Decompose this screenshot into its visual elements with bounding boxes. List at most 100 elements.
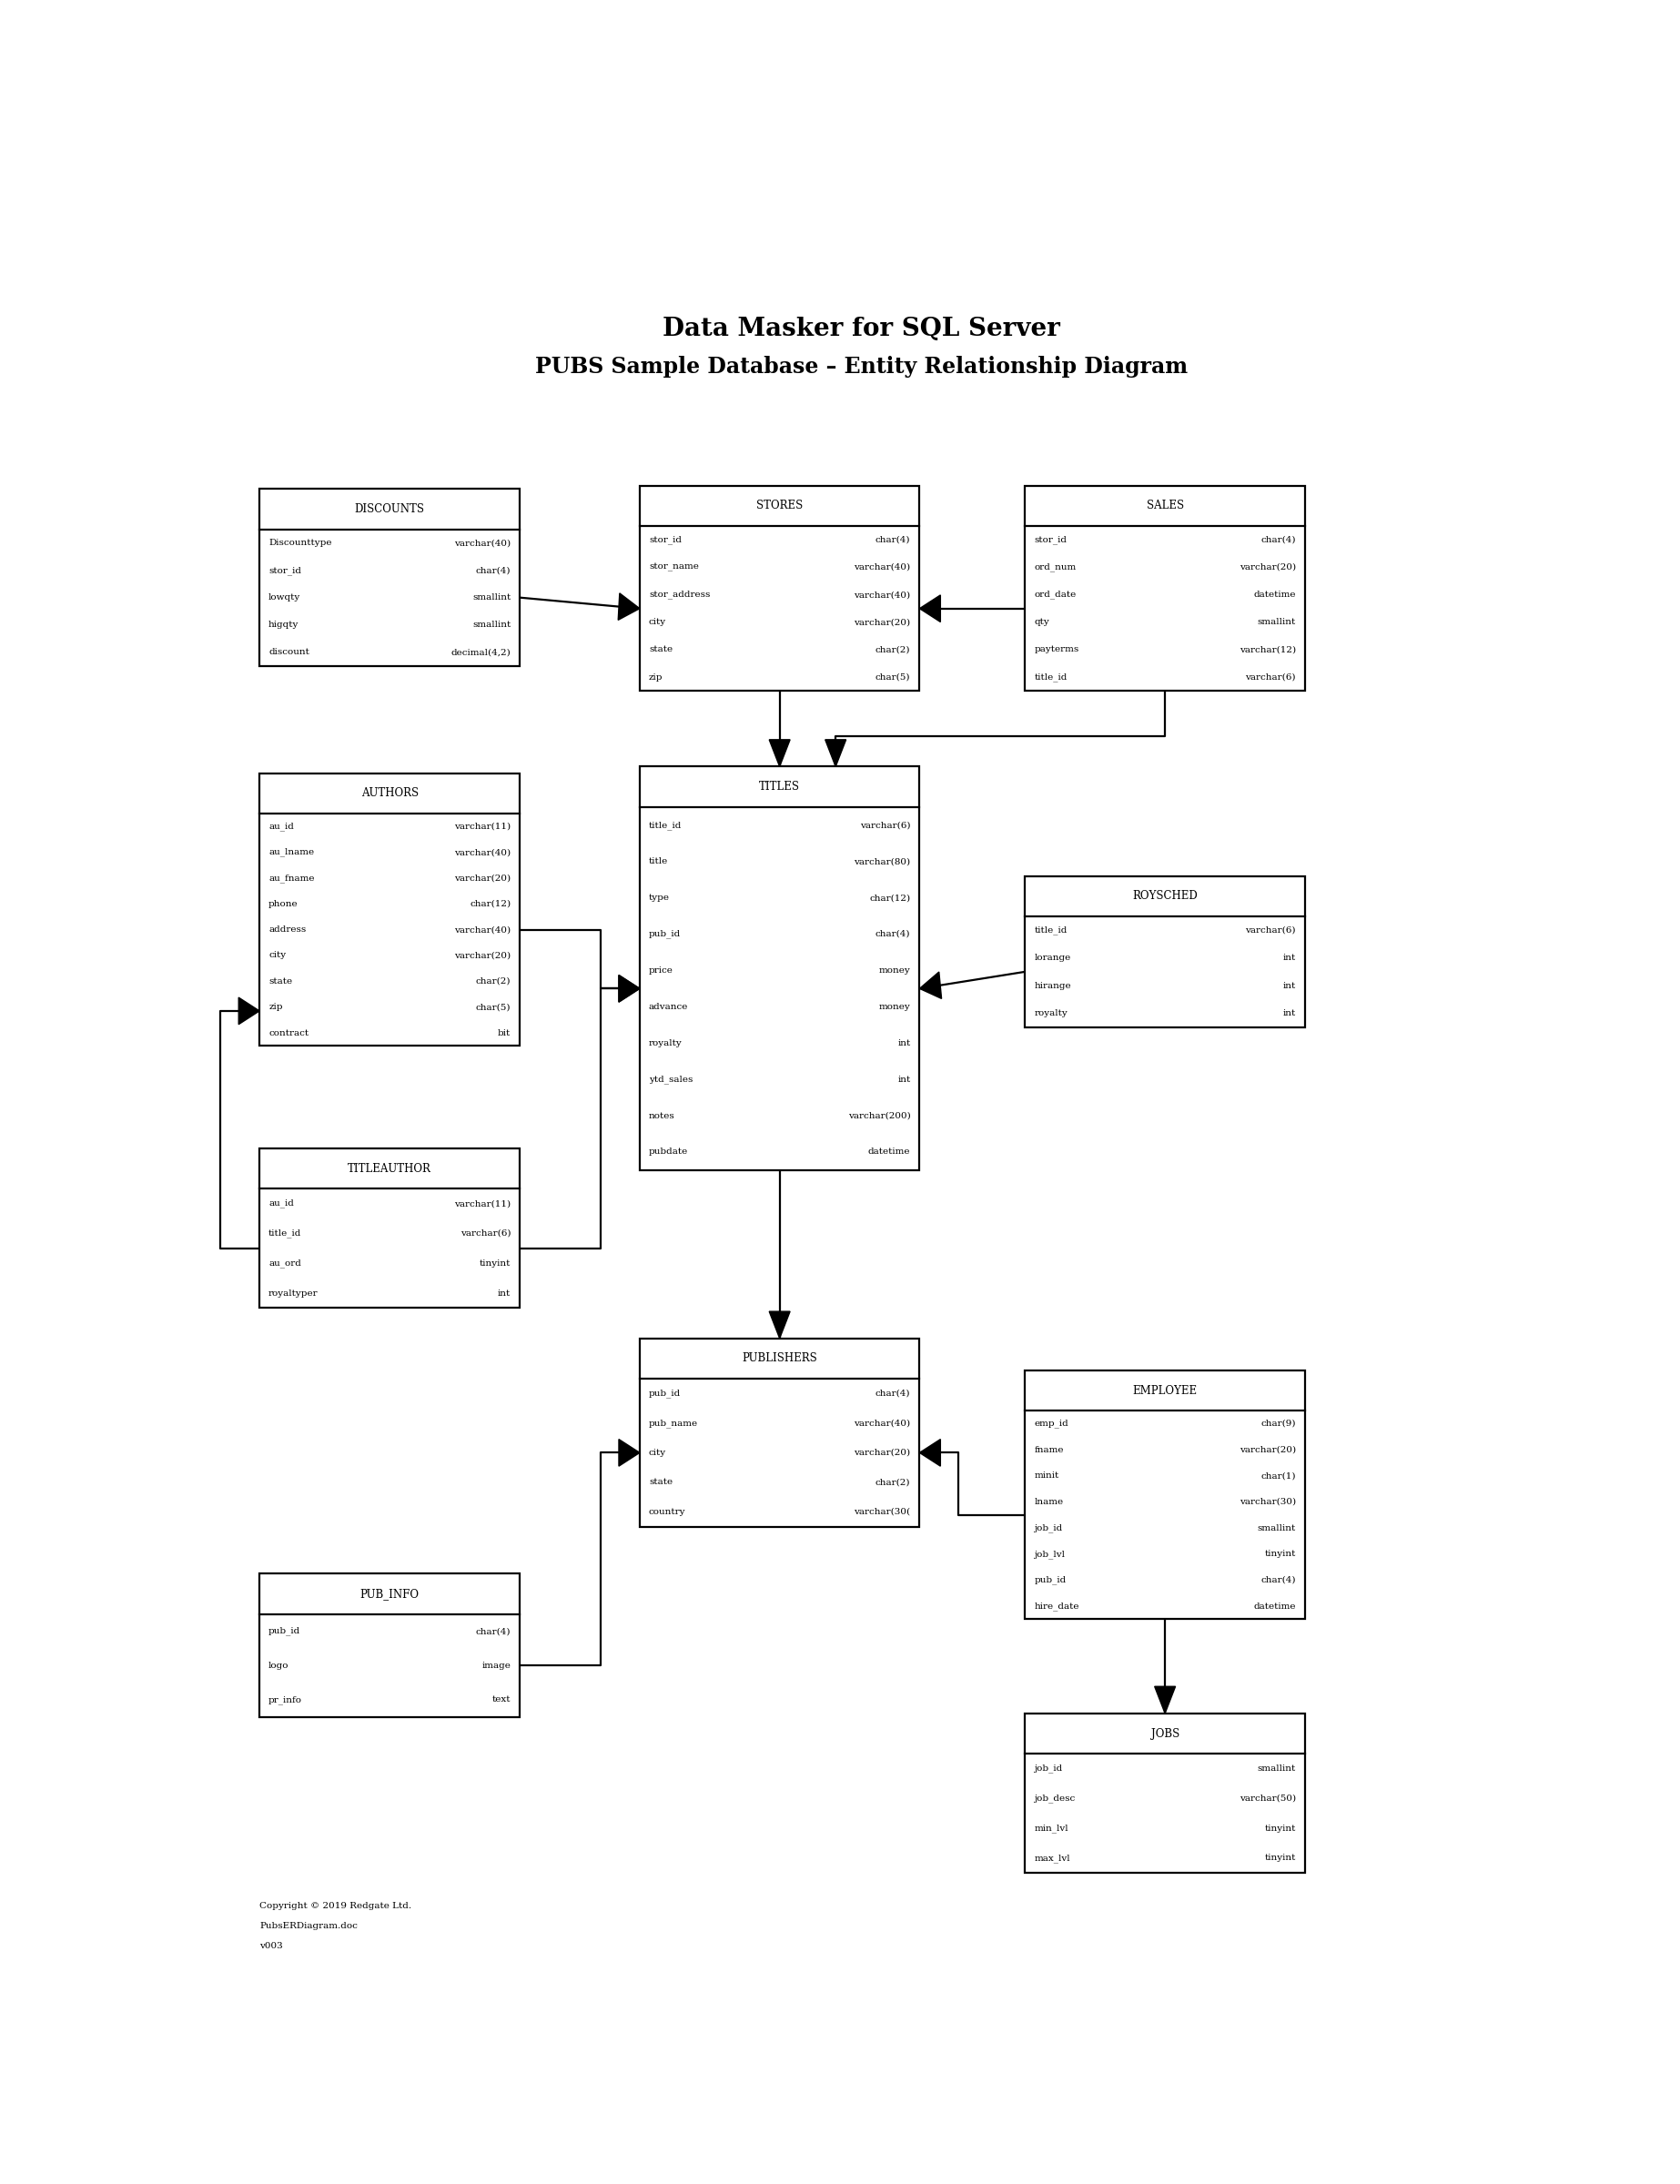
Text: lname: lname — [1035, 1498, 1063, 1507]
Text: datetime: datetime — [869, 1149, 911, 1155]
Text: int: int — [1284, 981, 1295, 989]
Text: varchar(20): varchar(20) — [454, 952, 511, 959]
Text: hirange: hirange — [1035, 981, 1072, 989]
Text: varchar(6): varchar(6) — [460, 1230, 511, 1238]
Text: emp_id: emp_id — [1035, 1420, 1068, 1428]
Text: price: price — [648, 965, 674, 974]
Text: varchar(6): varchar(6) — [1245, 673, 1295, 681]
Text: title: title — [648, 858, 669, 865]
Text: title_id: title_id — [648, 821, 682, 830]
Text: au_id: au_id — [269, 1199, 294, 1208]
Text: stor_id: stor_id — [1035, 535, 1067, 544]
Text: max_lvl: max_lvl — [1035, 1854, 1070, 1863]
Text: text: text — [492, 1695, 511, 1704]
Text: royaltyper: royaltyper — [269, 1289, 318, 1297]
Text: DISCOUNTS: DISCOUNTS — [354, 502, 425, 515]
Text: varchar(20): varchar(20) — [454, 874, 511, 882]
Text: char(2): char(2) — [875, 646, 911, 653]
Text: royalty: royalty — [1035, 1009, 1067, 1018]
Text: varchar(30(: varchar(30( — [853, 1507, 911, 1516]
Polygon shape — [825, 740, 847, 767]
Text: PUBS Sample Database – Entity Relationship Diagram: PUBS Sample Database – Entity Relationsh… — [534, 356, 1188, 378]
Text: smallint: smallint — [1257, 1524, 1295, 1531]
Text: char(2): char(2) — [875, 1479, 911, 1487]
Text: int: int — [1284, 1009, 1295, 1018]
Bar — [1025, 485, 1305, 690]
Text: char(4): char(4) — [875, 535, 911, 544]
Text: payterms: payterms — [1035, 646, 1079, 653]
Text: TITLEAUTHOR: TITLEAUTHOR — [348, 1162, 432, 1175]
Text: au_id: au_id — [269, 821, 294, 830]
Text: title_id: title_id — [1035, 673, 1067, 681]
Text: zip: zip — [648, 673, 664, 681]
Text: varchar(11): varchar(11) — [454, 823, 511, 830]
Polygon shape — [919, 972, 941, 998]
Bar — [259, 489, 519, 666]
Text: city: city — [269, 952, 286, 959]
Text: ord_num: ord_num — [1035, 563, 1077, 572]
Text: stor_name: stor_name — [648, 563, 699, 572]
Text: qty: qty — [1035, 618, 1050, 627]
Text: lowqty: lowqty — [269, 594, 301, 601]
Text: v003: v003 — [259, 1942, 282, 1950]
Bar — [1025, 1369, 1305, 1618]
Text: title_id: title_id — [1035, 926, 1067, 935]
Text: Discounttype: Discounttype — [269, 539, 333, 548]
Text: PubsERDiagram.doc: PubsERDiagram.doc — [259, 1922, 358, 1931]
Text: varchar(6): varchar(6) — [1245, 926, 1295, 935]
Text: job_id: job_id — [1035, 1524, 1063, 1533]
Text: char(4): char(4) — [1260, 1577, 1295, 1583]
Text: au_ord: au_ord — [269, 1258, 301, 1267]
Text: tinyint: tinyint — [1265, 1854, 1295, 1863]
Bar — [259, 1149, 519, 1308]
Text: minit: minit — [1035, 1472, 1058, 1481]
Text: char(5): char(5) — [875, 673, 911, 681]
Text: varchar(40): varchar(40) — [454, 847, 511, 856]
Text: varchar(40): varchar(40) — [454, 539, 511, 548]
Text: Data Masker for SQL Server: Data Masker for SQL Server — [662, 317, 1060, 341]
Text: int: int — [1284, 954, 1295, 961]
Text: pub_name: pub_name — [648, 1420, 697, 1428]
Text: higqty: higqty — [269, 620, 299, 629]
Text: varchar(50): varchar(50) — [1240, 1795, 1295, 1802]
Bar — [640, 1339, 919, 1527]
Text: EMPLOYEE: EMPLOYEE — [1132, 1385, 1198, 1396]
Text: state: state — [648, 1479, 672, 1487]
Text: char(4): char(4) — [475, 566, 511, 574]
Polygon shape — [618, 1439, 640, 1465]
Text: pub_id: pub_id — [1035, 1575, 1067, 1586]
Text: STORES: STORES — [756, 500, 803, 511]
Text: pub_id: pub_id — [269, 1627, 301, 1636]
Text: stor_id: stor_id — [648, 535, 682, 544]
Text: varchar(30): varchar(30) — [1240, 1498, 1295, 1507]
Text: varchar(6): varchar(6) — [860, 821, 911, 830]
Text: char(12): char(12) — [870, 893, 911, 902]
Text: zip: zip — [269, 1002, 282, 1011]
Text: varchar(40): varchar(40) — [454, 926, 511, 935]
Text: PUB_INFO: PUB_INFO — [360, 1588, 420, 1601]
Text: city: city — [648, 618, 667, 627]
Text: pub_id: pub_id — [648, 930, 680, 939]
Text: AUTHORS: AUTHORS — [361, 788, 418, 799]
Bar — [1025, 1714, 1305, 1874]
Polygon shape — [618, 594, 640, 620]
Text: datetime: datetime — [1253, 590, 1295, 598]
Text: char(9): char(9) — [1260, 1420, 1295, 1428]
Text: char(2): char(2) — [475, 976, 511, 985]
Text: varchar(40): varchar(40) — [853, 1420, 911, 1426]
Text: ytd_sales: ytd_sales — [648, 1075, 692, 1083]
Text: money: money — [879, 1002, 911, 1011]
Text: varchar(40): varchar(40) — [853, 563, 911, 572]
Polygon shape — [919, 594, 941, 622]
Text: char(4): char(4) — [1260, 535, 1295, 544]
Text: datetime: datetime — [1253, 1603, 1295, 1610]
Text: type: type — [648, 893, 670, 902]
Polygon shape — [919, 1439, 941, 1465]
Text: char(5): char(5) — [475, 1002, 511, 1011]
Text: lorange: lorange — [1035, 954, 1070, 961]
Text: int: int — [897, 1040, 911, 1046]
Text: bit: bit — [497, 1029, 511, 1037]
Text: Copyright © 2019 Redgate Ltd.: Copyright © 2019 Redgate Ltd. — [259, 1902, 412, 1909]
Text: TITLES: TITLES — [759, 782, 800, 793]
Text: smallint: smallint — [472, 594, 511, 601]
